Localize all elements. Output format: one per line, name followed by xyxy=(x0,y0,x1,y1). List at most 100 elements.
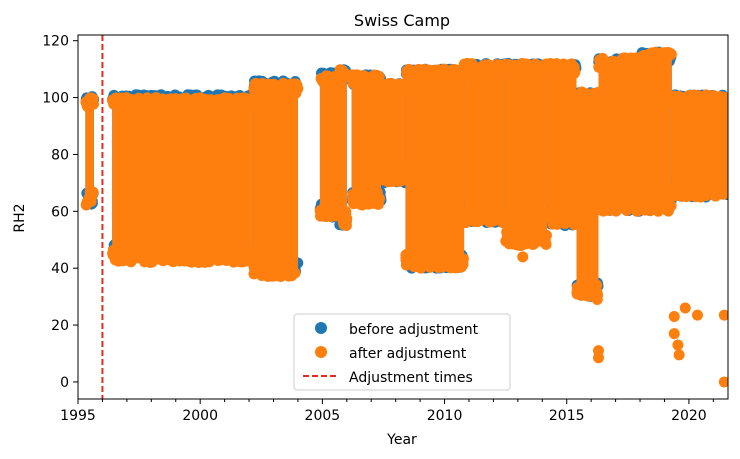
series-1-point xyxy=(635,55,647,67)
series-1-point xyxy=(679,302,691,314)
chart-title: Swiss Camp xyxy=(354,11,450,30)
series-1-point xyxy=(335,70,347,82)
series-1-point xyxy=(523,66,535,78)
series-1-point xyxy=(338,219,350,231)
series-1-point xyxy=(450,250,462,262)
series-1-point xyxy=(87,98,99,110)
series-1-band-7 xyxy=(405,72,465,265)
series-1-point xyxy=(115,96,127,108)
series-1-point xyxy=(588,284,600,296)
series-1-point xyxy=(617,199,629,211)
series-1-point xyxy=(512,63,524,75)
series-1-point xyxy=(592,352,604,364)
legend-label-before: before adjustment xyxy=(349,322,479,338)
legend: before adjustment after adjustment Adjus… xyxy=(293,313,511,391)
series-1-point xyxy=(500,61,512,73)
series-1-point xyxy=(248,268,260,280)
series-1-band-2 xyxy=(253,86,298,274)
series-1-point xyxy=(448,239,460,251)
series-1-point xyxy=(340,206,352,218)
series-1-point xyxy=(603,168,615,180)
series-1-band-14 xyxy=(671,98,728,194)
legend-label-after: after adjustment xyxy=(349,346,467,362)
series-1-point xyxy=(172,94,184,106)
series-1-band-12 xyxy=(598,61,641,209)
series-1-point xyxy=(577,278,589,290)
series-1-point xyxy=(718,376,728,388)
series-1-point xyxy=(220,255,232,267)
series-1-band-0 xyxy=(85,100,94,203)
series-1-point xyxy=(478,62,490,74)
series-1-point xyxy=(269,263,281,275)
series-1-point xyxy=(84,190,96,202)
series-1-point xyxy=(551,58,563,70)
series-1-point xyxy=(401,67,413,79)
series-1-point xyxy=(718,309,728,321)
series-1-point xyxy=(571,288,583,300)
series-1-band-8 xyxy=(464,66,506,220)
series-1-point xyxy=(478,208,490,220)
series-1-point xyxy=(599,204,611,216)
plot-area xyxy=(80,35,728,399)
plot-frame xyxy=(77,34,729,400)
series-1-point xyxy=(272,80,284,92)
x-tick-label: 2005 xyxy=(305,408,341,424)
series-1-point xyxy=(124,255,136,267)
series-1-point xyxy=(240,255,252,267)
series-1-point xyxy=(492,60,504,72)
series-1-point xyxy=(667,188,679,200)
series-1-point xyxy=(713,184,725,196)
series-1-point xyxy=(539,233,551,245)
y-tick-label: 40 xyxy=(51,261,69,277)
series-1-point xyxy=(673,349,685,361)
y-axis-label: RH2 xyxy=(12,203,28,232)
x-tick-label: 2010 xyxy=(427,408,463,424)
series-1-point xyxy=(517,251,529,263)
series-1-point xyxy=(410,70,422,82)
series-1-point xyxy=(695,183,707,195)
series-1-point xyxy=(202,95,214,107)
series-1-point xyxy=(206,244,218,256)
series-1-point xyxy=(628,197,640,209)
series-1-point xyxy=(672,339,684,351)
series-1-point xyxy=(433,70,445,82)
x-tick-label: 2020 xyxy=(671,408,707,424)
y-tick-label: 20 xyxy=(51,318,69,334)
series-1-band-1 xyxy=(112,100,254,260)
series-1-band-3 xyxy=(319,78,340,214)
y-tick-label: 0 xyxy=(60,375,69,391)
y-tick-label: 60 xyxy=(51,204,69,220)
series-1-point xyxy=(189,244,201,256)
series-1-point xyxy=(654,194,666,206)
legend-marker-after xyxy=(315,346,327,358)
y-tick-label: 100 xyxy=(42,91,69,107)
series-1-band-9 xyxy=(505,66,548,243)
series-1-point xyxy=(407,253,419,265)
series-1-point xyxy=(644,53,656,65)
series-1-point xyxy=(668,90,680,102)
y-tick-label: 80 xyxy=(51,147,69,163)
series-1-point xyxy=(440,249,452,261)
series-1-point xyxy=(514,239,526,251)
series-1-point xyxy=(529,58,541,70)
series-1-point xyxy=(322,77,334,89)
series-1-point xyxy=(138,255,150,267)
x-axis-label: Year xyxy=(386,432,417,448)
series-1-point xyxy=(562,191,574,203)
series-1-point xyxy=(542,211,554,223)
series-1-point xyxy=(695,191,707,203)
axes: 1995 2000 2005 2010 2015 2020 0 20 40 60 80 100 120 xyxy=(42,34,714,424)
series-1-point xyxy=(616,55,628,67)
series-1-point xyxy=(117,243,129,255)
series-1-band-5 xyxy=(351,78,382,203)
series-1-point xyxy=(710,95,722,107)
series-1-point xyxy=(689,98,701,110)
series-1-point xyxy=(626,59,638,71)
series-1-point xyxy=(497,217,509,229)
series-1-point xyxy=(656,47,668,59)
series-1-point xyxy=(452,261,464,273)
series-1-point xyxy=(594,61,606,73)
series-1-point xyxy=(280,259,292,271)
series-1-band-11 xyxy=(576,95,599,294)
